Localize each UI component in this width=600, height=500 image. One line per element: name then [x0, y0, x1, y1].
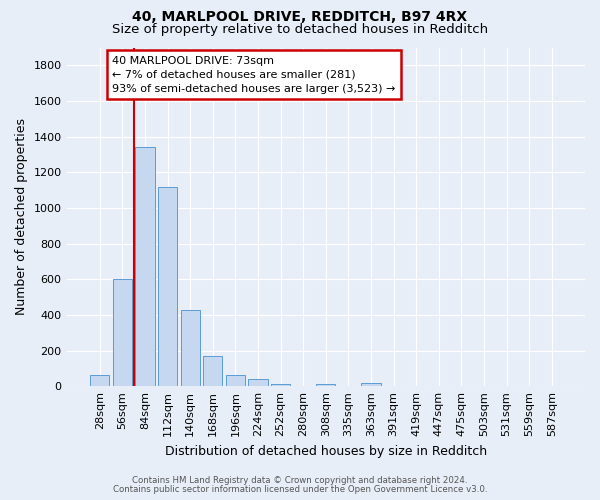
Bar [226, 376, 245, 386]
Bar [113, 279, 132, 386]
Text: Contains public sector information licensed under the Open Government Licence v3: Contains public sector information licen… [113, 485, 487, 494]
Text: 40 MARLPOOL DRIVE: 73sqm
← 7% of detached houses are smaller (281)
93% of semi-d: 40 MARLPOOL DRIVE: 73sqm ← 7% of detache… [112, 56, 395, 94]
Bar [136, 148, 155, 386]
Bar [90, 376, 109, 386]
Bar [248, 379, 268, 386]
Bar [271, 384, 290, 386]
Bar [361, 382, 380, 386]
Bar [158, 188, 177, 386]
Text: 40, MARLPOOL DRIVE, REDDITCH, B97 4RX: 40, MARLPOOL DRIVE, REDDITCH, B97 4RX [133, 10, 467, 24]
Y-axis label: Number of detached properties: Number of detached properties [15, 118, 28, 316]
Text: Contains HM Land Registry data © Crown copyright and database right 2024.: Contains HM Land Registry data © Crown c… [132, 476, 468, 485]
Bar [181, 310, 200, 386]
X-axis label: Distribution of detached houses by size in Redditch: Distribution of detached houses by size … [165, 444, 487, 458]
Bar [316, 384, 335, 386]
Bar [203, 356, 223, 386]
Text: Size of property relative to detached houses in Redditch: Size of property relative to detached ho… [112, 22, 488, 36]
